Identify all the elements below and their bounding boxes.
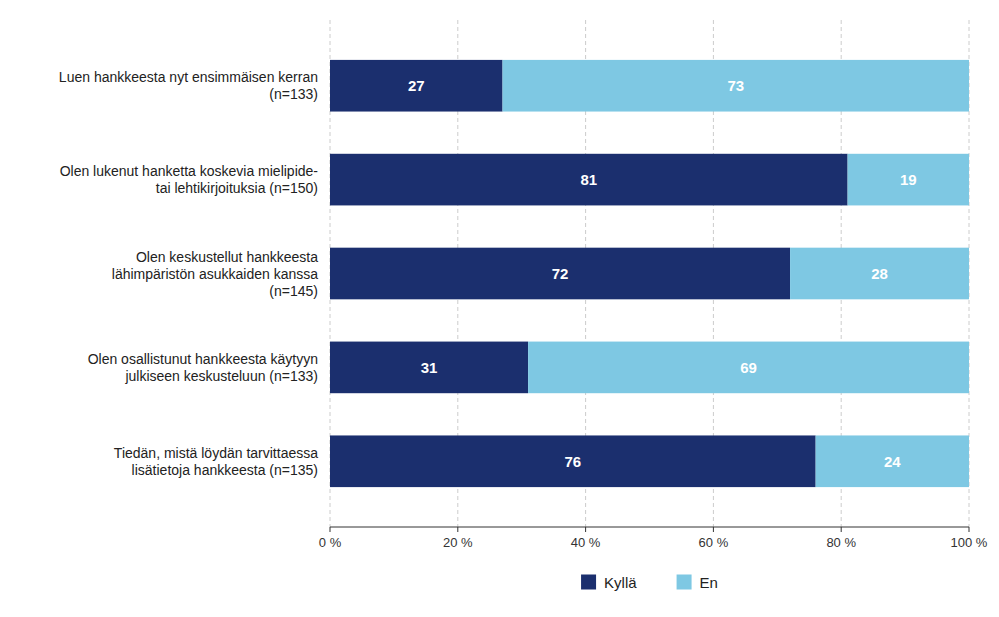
category-label-line: (n=145): [269, 283, 318, 299]
tick-mark: [330, 527, 331, 532]
data-label: 27: [408, 77, 425, 94]
tick-mark: [713, 527, 714, 532]
category-label: Olen osallistunut hankkeesta käytyynjulk…: [88, 351, 318, 384]
tick-label: 0 %: [319, 535, 342, 550]
data-label: 76: [564, 453, 581, 470]
legend-label: En: [700, 574, 718, 591]
tick-label: 40 %: [571, 535, 601, 550]
tick-mark: [969, 527, 970, 532]
category-label-line: lisätietoja hankkeesta (n=135): [132, 462, 318, 478]
category-label: Olen lukenut hanketta koskevia mielipide…: [60, 163, 319, 196]
category-label-line: Olen keskustellut hankkeesta: [136, 249, 318, 265]
legend: Kyllä En: [581, 574, 718, 591]
x-axis: 0 % 20 % 40 % 60 % 80 % 100 %: [319, 527, 988, 550]
data-label: 72: [552, 265, 569, 282]
axis-line: [330, 527, 969, 528]
tick-label: 80 %: [826, 535, 856, 550]
bar: [528, 342, 969, 394]
bars: [330, 60, 969, 487]
bar: [330, 435, 816, 487]
data-label: 19: [900, 171, 917, 188]
grid: [330, 20, 969, 527]
legend-item: En: [677, 574, 718, 591]
tick-label: 20 %: [443, 535, 473, 550]
category-label-line: Olen osallistunut hankkeesta käytyyn: [88, 351, 318, 367]
tick-mark: [841, 527, 842, 532]
data-labels: 27 73 81 19 72 28 31 69 76 24: [408, 77, 917, 470]
category-label-line: lähimpäristön asukkaiden kanssa: [112, 266, 318, 282]
data-label: 81: [580, 171, 597, 188]
bar: [503, 60, 969, 112]
bar: [330, 248, 790, 300]
chart: 27 73 81 19 72 28 31 69 76 24 0 % 20 % 40 % 60 % 80 % 1…: [0, 0, 999, 617]
bar: [790, 248, 969, 300]
legend-label: Kyllä: [604, 574, 637, 591]
category-label: Luen hankkeesta nyt ensimmäisen kerran(n…: [59, 69, 318, 102]
data-label: 69: [740, 359, 757, 376]
data-label: 28: [871, 265, 888, 282]
data-label: 24: [884, 453, 901, 470]
tick-mark: [585, 527, 586, 532]
bar: [848, 154, 969, 206]
legend-item: Kyllä: [581, 574, 637, 591]
category-label-line: tai lehtikirjoituksia (n=150): [156, 180, 318, 196]
bar: [330, 154, 848, 206]
legend-swatch: [677, 575, 692, 590]
category-label-line: Tiedän, mistä löydän tarvittaessa: [114, 445, 318, 461]
category-label-line: (n=133): [269, 86, 318, 102]
category-label-line: Olen lukenut hanketta koskevia mielipide…: [60, 163, 319, 179]
bar: [330, 60, 503, 112]
category-label: Olen keskustellut hankkeestalähimpäristö…: [112, 249, 318, 299]
bar: [330, 342, 528, 394]
tick-mark: [457, 527, 458, 532]
data-label: 31: [421, 359, 438, 376]
bar: [816, 435, 969, 487]
tick-label: 60 %: [699, 535, 729, 550]
tick-label: 100 %: [951, 535, 988, 550]
category-label-line: Luen hankkeesta nyt ensimmäisen kerran: [59, 69, 318, 85]
data-label: 73: [727, 77, 744, 94]
y-axis: Luen hankkeesta nyt ensimmäisen kerran(n…: [59, 69, 318, 478]
legend-swatch: [581, 575, 596, 590]
category-label: Tiedän, mistä löydän tarvittaessalisätie…: [114, 445, 318, 478]
category-label-line: julkiseen keskusteluun (n=133): [124, 368, 318, 384]
